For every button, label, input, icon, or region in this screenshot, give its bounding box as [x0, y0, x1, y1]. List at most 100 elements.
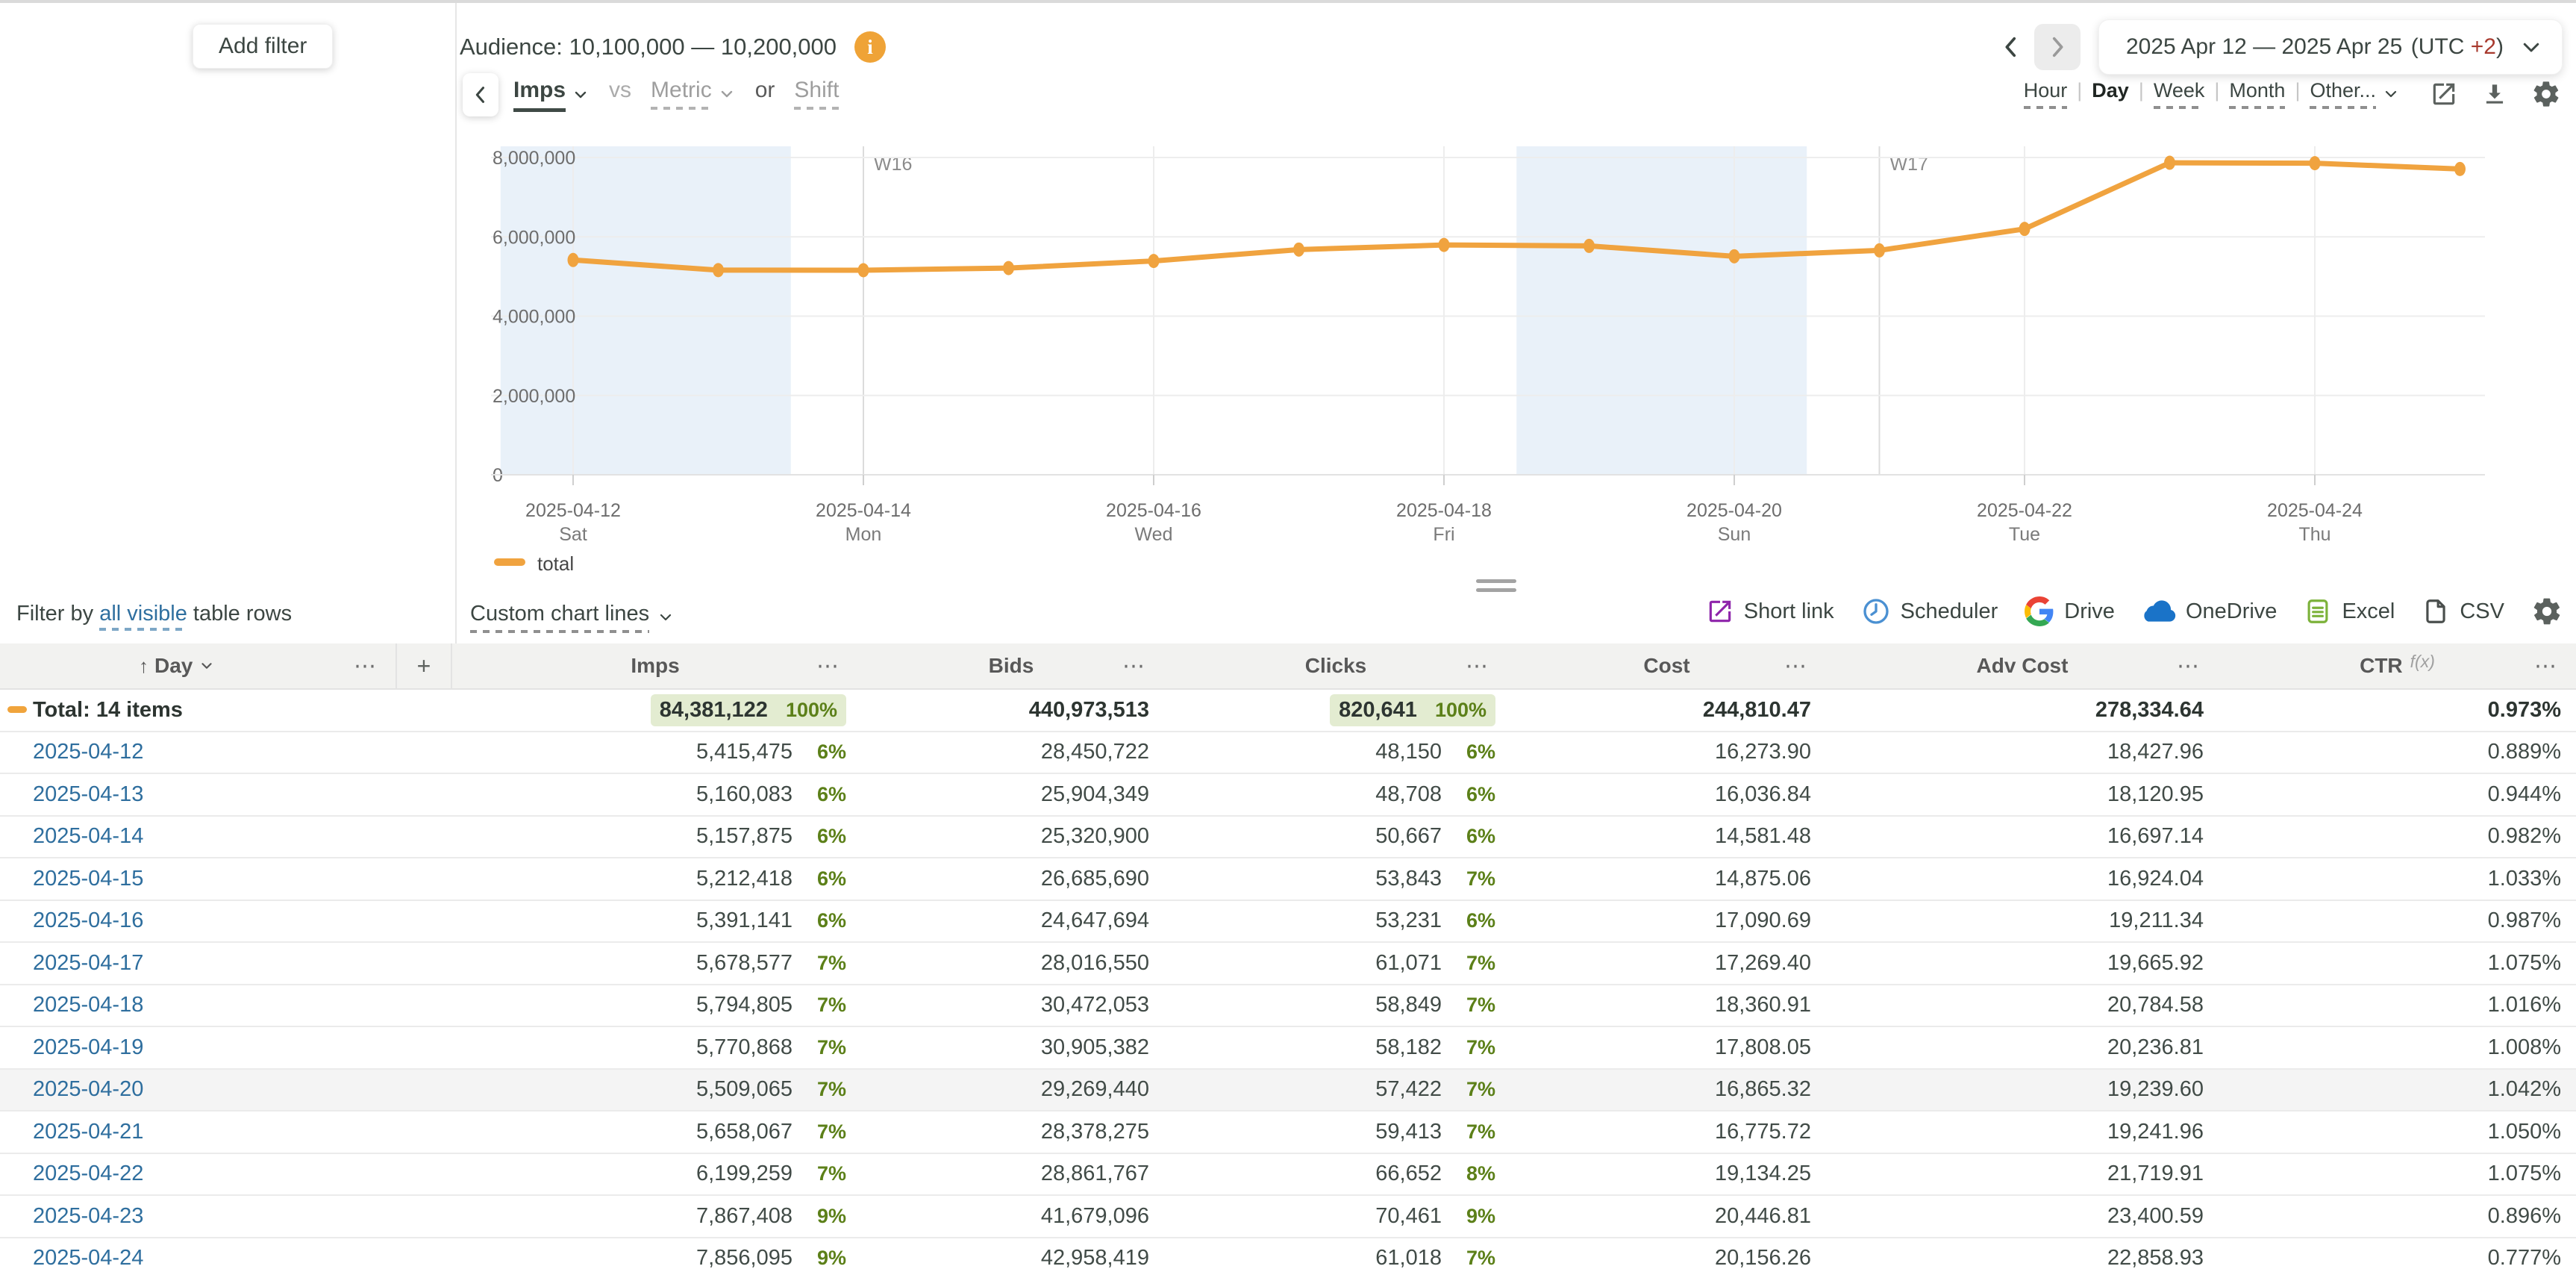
- clicks-percent-badge: 9%: [1466, 1204, 1495, 1227]
- table-body: 2025-04-12 5,415,475 6% 28,450,722 48,150…: [0, 732, 2576, 1275]
- column-header-cost[interactable]: Cost ⋯: [1643, 653, 1808, 679]
- bids-cell: 25,320,900: [1040, 824, 1149, 849]
- add-filter-button[interactable]: Add filter: [193, 24, 334, 69]
- short-link-button[interactable]: Short link: [1706, 597, 1834, 626]
- data-table: ↑ Day ⋯ + Imps ⋯ Bids ⋯ Clicks ⋯ Cost ⋯ Adv …: [0, 643, 2576, 1275]
- table-row[interactable]: 2025-04-17 5,678,577 7% 28,016,550 61,071…: [0, 943, 2576, 985]
- audience-header: Audience: 10,100,000 — 10,200,000 i: [460, 31, 887, 63]
- google-drive-icon: [2025, 596, 2054, 626]
- short-link-icon: [1709, 600, 1731, 623]
- chart-settings-gear-icon[interactable]: [2531, 79, 2561, 109]
- table-row[interactable]: 2025-04-20 5,509,065 7% 29,269,440 57,422…: [0, 1069, 2576, 1112]
- column-header-day[interactable]: ↑ Day ⋯: [139, 653, 378, 679]
- scheduler-button[interactable]: Scheduler: [1861, 596, 1998, 626]
- column-header-ctr[interactable]: CTR f(x) ⋯: [2360, 651, 2558, 679]
- date-link[interactable]: 2025-04-19: [33, 1035, 144, 1059]
- add-column-button[interactable]: +: [396, 643, 452, 688]
- date-prev-button[interactable]: [1994, 30, 2028, 64]
- table-settings-gear-icon[interactable]: [2531, 596, 2563, 627]
- onedrive-export-button[interactable]: OneDrive: [2142, 596, 2277, 626]
- date-link[interactable]: 2025-04-17: [33, 950, 144, 975]
- table-row[interactable]: 2025-04-14 5,157,875 6% 25,320,900 50,667…: [0, 817, 2576, 858]
- total-cost-cell: 244,810.47: [1702, 697, 1811, 722]
- svg-text:2025-04-16: 2025-04-16: [1106, 500, 1201, 521]
- date-link[interactable]: 2025-04-15: [33, 866, 144, 891]
- table-row[interactable]: 2025-04-24 7,856,095 9% 42,958,419 61,018…: [0, 1238, 2576, 1275]
- svg-text:2025-04-18: 2025-04-18: [1396, 500, 1492, 521]
- excel-export-button[interactable]: Excel: [2304, 597, 2395, 626]
- table-row[interactable]: 2025-04-18 5,794,805 7% 30,472,053 58,849…: [0, 985, 2576, 1027]
- date-next-button[interactable]: [2034, 24, 2081, 70]
- chart-back-button[interactable]: [463, 73, 498, 116]
- google-drive-export-button[interactable]: Drive: [2025, 596, 2115, 626]
- granularity-day[interactable]: Day: [2092, 79, 2129, 102]
- clicks-percent-badge: 7%: [1466, 994, 1495, 1017]
- cost-cell: 17,090.69: [1714, 908, 1811, 933]
- table-row[interactable]: 2025-04-19 5,770,868 7% 30,905,382 58,182…: [0, 1027, 2576, 1070]
- svg-text:Sun: Sun: [1718, 524, 1751, 545]
- date-link[interactable]: 2025-04-12: [33, 740, 144, 764]
- column-menu-icon[interactable]: ⋯: [1784, 653, 1808, 679]
- date-link[interactable]: 2025-04-16: [33, 908, 144, 933]
- table-row[interactable]: 2025-04-15 5,212,418 6% 26,685,690 53,843…: [0, 858, 2576, 901]
- date-link[interactable]: 2025-04-23: [33, 1203, 144, 1228]
- column-menu-icon[interactable]: ⋯: [1122, 653, 1146, 679]
- compare-metric-dropdown[interactable]: Metric: [651, 78, 736, 110]
- clicks-percent-badge: 7%: [1466, 1120, 1495, 1143]
- imps-cell: 6,199,259 7%: [695, 1162, 846, 1186]
- date-link[interactable]: 2025-04-21: [33, 1119, 144, 1144]
- chart-resize-handle[interactable]: [1476, 579, 1516, 592]
- table-row[interactable]: 2025-04-13 5,160,083 6% 25,904,349 48,708…: [0, 774, 2576, 817]
- column-menu-icon[interactable]: ⋯: [2534, 653, 2558, 679]
- date-link[interactable]: 2025-04-22: [33, 1162, 144, 1186]
- table-row[interactable]: 2025-04-12 5,415,475 6% 28,450,722 48,150…: [0, 732, 2576, 774]
- custom-chart-lines-dropdown[interactable]: Custom chart lines: [470, 602, 675, 633]
- export-toolbar: Short link Scheduler Drive OneDrive: [1706, 596, 2563, 627]
- bids-cell: 28,016,550: [1040, 950, 1149, 975]
- cost-cell: 18,360.91: [1714, 993, 1811, 1017]
- date-link[interactable]: 2025-04-18: [33, 993, 144, 1017]
- imps-percent-badge: 7%: [816, 1162, 846, 1185]
- date-link[interactable]: 2025-04-14: [33, 824, 144, 849]
- bids-cell: 41,679,096: [1040, 1203, 1149, 1228]
- cost-cell: 14,875.06: [1714, 866, 1811, 891]
- metric-controls: Imps vs Metric or Shift: [513, 78, 840, 112]
- table-row[interactable]: 2025-04-16 5,391,141 6% 24,647,694 53,231…: [0, 901, 2576, 943]
- metric-dropdown[interactable]: Imps: [513, 78, 590, 112]
- date-link[interactable]: 2025-04-20: [33, 1077, 144, 1102]
- table-row[interactable]: 2025-04-21 5,658,067 7% 28,378,275 59,413…: [0, 1112, 2576, 1154]
- sort-asc-icon[interactable]: ↑: [139, 654, 149, 677]
- clicks-cell: 50,667 6%: [1375, 824, 1495, 849]
- cost-cell: 17,269.40: [1714, 950, 1811, 975]
- download-icon[interactable]: [2480, 80, 2509, 108]
- table-row[interactable]: 2025-04-22 6,199,259 7% 28,861,767 66,652…: [0, 1154, 2576, 1196]
- column-menu-icon[interactable]: ⋯: [2177, 653, 2201, 679]
- all-visible-link[interactable]: all visible: [99, 602, 187, 631]
- csv-export-button[interactable]: CSV: [2422, 597, 2504, 626]
- shift-toggle[interactable]: Shift: [794, 78, 840, 110]
- column-menu-icon[interactable]: ⋯: [354, 653, 378, 679]
- table-row[interactable]: 2025-04-23 7,867,408 9% 41,679,096 70,461…: [0, 1196, 2576, 1238]
- total-bids-cell: 440,973,513: [1028, 697, 1149, 722]
- date-link[interactable]: 2025-04-13: [33, 782, 144, 806]
- clicks-cell: 53,231 6%: [1375, 908, 1495, 933]
- column-menu-icon[interactable]: ⋯: [816, 653, 840, 679]
- info-icon[interactable]: i: [854, 31, 887, 63]
- adv-cost-cell: 18,427.96: [2107, 740, 2204, 764]
- granularity-hour[interactable]: Hour: [2023, 79, 2068, 109]
- column-header-adv-cost[interactable]: Adv Cost ⋯: [1976, 653, 2201, 679]
- granularity-other-dropdown[interactable]: Other...: [2310, 79, 2376, 109]
- column-menu-icon[interactable]: ⋯: [1466, 653, 1489, 679]
- granularity-month[interactable]: Month: [2229, 79, 2286, 109]
- date-range-picker[interactable]: 2025 Apr 12 — 2025 Apr 25 (UTC +2): [2098, 19, 2563, 75]
- date-link[interactable]: 2025-04-24: [33, 1246, 144, 1271]
- column-header-clicks[interactable]: Clicks ⋯: [1304, 653, 1489, 679]
- granularity-week[interactable]: Week: [2153, 79, 2205, 109]
- table-header-row: ↑ Day ⋯ + Imps ⋯ Bids ⋯ Clicks ⋯ Cost ⋯ Adv …: [0, 643, 2576, 690]
- svg-text:2025-04-22: 2025-04-22: [1977, 500, 2072, 521]
- ctr-cell: 1.008%: [2487, 1035, 2561, 1059]
- open-in-new-icon[interactable]: [2430, 80, 2458, 108]
- column-header-bids[interactable]: Bids ⋯: [988, 653, 1146, 679]
- adv-cost-cell: 19,239.60: [2107, 1077, 2204, 1102]
- column-header-imps[interactable]: Imps ⋯: [631, 653, 840, 679]
